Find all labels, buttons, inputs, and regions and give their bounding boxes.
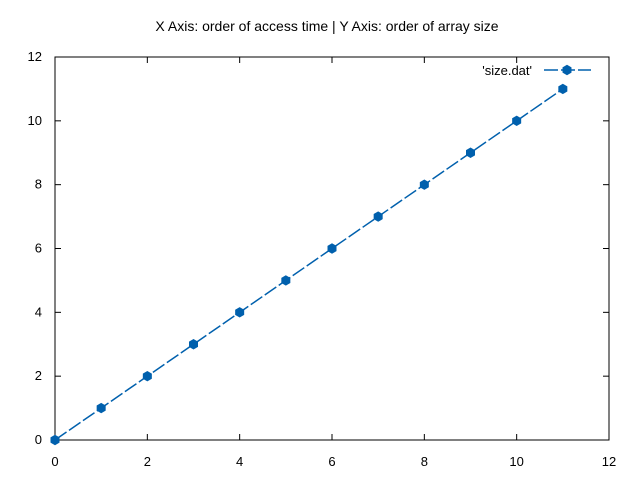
x-tick-label: 12 [602, 454, 616, 469]
series-layer [50, 83, 568, 446]
y-axis: 0 2 4 6 8 10 12 [28, 49, 609, 447]
y-tick-label: 6 [35, 241, 42, 256]
chart-title: X Axis: order of access time | Y Axis: o… [155, 18, 498, 34]
data-point [373, 211, 383, 222]
x-tick-label: 2 [144, 454, 151, 469]
x-axis: 0 2 4 6 8 10 12 [51, 57, 616, 469]
y-tick-label: 2 [35, 368, 42, 383]
x-tick-label: 8 [421, 454, 428, 469]
x-tick-label: 6 [328, 454, 335, 469]
data-point [558, 83, 568, 95]
y-tick-label: 4 [35, 304, 42, 319]
x-tick-label: 10 [509, 454, 523, 469]
y-tick-label: 8 [35, 177, 42, 192]
legend: 'size.dat' [482, 63, 591, 78]
series-line [54, 88, 564, 441]
x-tick-label: 4 [236, 454, 243, 469]
legend-label: 'size.dat' [482, 63, 532, 78]
data-point [281, 275, 291, 286]
x-tick-label: 0 [51, 454, 58, 469]
y-tick-label: 0 [35, 432, 42, 447]
data-point [512, 115, 522, 127]
data-point [327, 243, 337, 254]
y-tick-label: 12 [28, 49, 42, 64]
data-point [466, 147, 475, 158]
data-point [142, 370, 152, 382]
y-tick-label: 10 [28, 113, 42, 128]
legend-marker [562, 64, 572, 76]
data-point [235, 307, 245, 318]
data-point [419, 179, 429, 190]
data-point [189, 339, 198, 350]
data-point [96, 402, 106, 414]
data-point [50, 434, 60, 446]
